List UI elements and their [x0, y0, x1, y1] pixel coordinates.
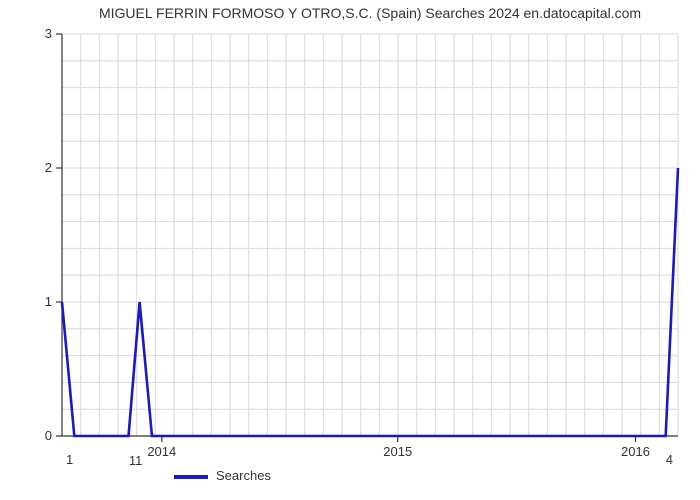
value-annotation: 4	[666, 452, 673, 467]
x-tick-label: 2016	[621, 444, 650, 459]
value-annotation: 1	[66, 452, 73, 467]
legend-label: Searches	[216, 468, 271, 483]
y-tick-label: 0	[45, 428, 52, 443]
y-tick-label: 3	[45, 26, 52, 41]
chart-container: { "chart": { "type": "line", "title": "M…	[0, 0, 700, 500]
legend-swatch	[174, 475, 208, 479]
y-tick-label: 1	[45, 294, 52, 309]
chart-title: MIGUEL FERRIN FORMOSO Y OTRO,S.C. (Spain…	[99, 5, 641, 21]
line-chart: MIGUEL FERRIN FORMOSO Y OTRO,S.C. (Spain…	[0, 0, 700, 500]
x-tick-label: 2014	[147, 444, 176, 459]
y-tick-label: 2	[45, 160, 52, 175]
x-tick-label: 2015	[383, 444, 412, 459]
value-annotation: 11	[129, 453, 143, 468]
